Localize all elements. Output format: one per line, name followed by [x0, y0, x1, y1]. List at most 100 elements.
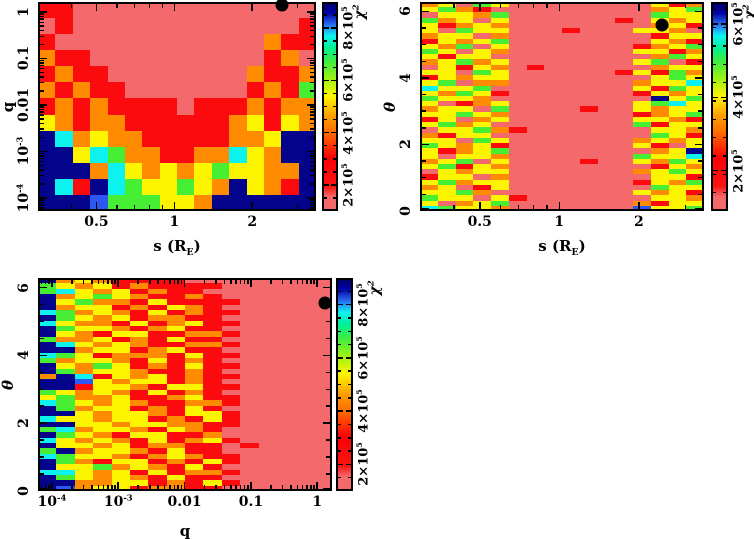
- heatmap-cell: [597, 69, 616, 76]
- y-minor-tick: [40, 155, 44, 157]
- heatmap-cell: [686, 153, 704, 159]
- heatmap-cell: [508, 143, 527, 149]
- heatmap-cell: [221, 357, 241, 364]
- colorbar-minor-tick: [723, 155, 726, 157]
- x-minor-tick: [235, 280, 237, 284]
- heatmap-cell: [313, 373, 332, 380]
- heatmap-cell: [491, 49, 509, 55]
- heatmap-cell: [420, 148, 438, 154]
- heatmap-cell: [221, 464, 241, 470]
- heatmap-cell: [148, 475, 167, 481]
- heatmap-cell: [508, 200, 527, 206]
- x-minor-tick: [40, 485, 43, 489]
- x-minor-tick: [137, 485, 139, 489]
- heatmap-cell: [650, 69, 669, 76]
- heatmap-cell: [124, 178, 143, 195]
- heatmap-cell: [111, 469, 130, 476]
- heatmap-cell: [148, 437, 167, 444]
- heatmap-cell: [597, 153, 616, 159]
- heatmap-cell: [276, 357, 296, 364]
- x-minor-tick: [161, 4, 164, 8]
- heatmap-cell: [74, 325, 94, 332]
- heatmap-cell: [686, 143, 704, 149]
- heatmap-cell: [597, 75, 616, 81]
- heatmap-cell: [615, 111, 633, 117]
- heatmap-cell: [159, 82, 177, 99]
- x-minor-tick: [148, 205, 151, 209]
- heatmap-cell: [650, 137, 669, 144]
- heatmap-cell: [203, 368, 222, 374]
- superscript: 5: [340, 163, 350, 169]
- heatmap-cell: [686, 190, 704, 196]
- heatmap-cell: [142, 98, 160, 115]
- heatmap-cell: [166, 347, 185, 353]
- heatmap-cell: [508, 7, 527, 13]
- heatmap-cell: [159, 130, 177, 147]
- heatmap-cell: [55, 162, 73, 179]
- heatmap-cell: [276, 379, 296, 385]
- heatmap-cell: [313, 379, 332, 385]
- y-axis-title: q: [0, 101, 17, 112]
- heatmap-cell: [221, 475, 241, 481]
- heatmap-cell: [129, 427, 149, 433]
- heatmap-cell: [562, 33, 580, 39]
- heatmap-cell: [56, 288, 75, 294]
- colorbar-minor-tick: [713, 173, 716, 176]
- heatmap-cell: [111, 315, 130, 321]
- heatmap-cell: [313, 469, 332, 476]
- heatmap-cell: [221, 309, 241, 316]
- heatmap-cell: [166, 432, 185, 438]
- x-minor-tick: [82, 280, 85, 284]
- heatmap-cell: [177, 34, 195, 51]
- y-tick: [695, 77, 702, 79]
- heatmap-cell: [455, 96, 474, 102]
- heatmap-cell: [129, 315, 149, 321]
- heatmap-cell: [111, 357, 130, 364]
- heatmap-cell: [544, 116, 562, 123]
- heatmap-cell: [185, 469, 204, 476]
- heatmap-cell: [313, 288, 332, 294]
- heatmap-cell: [203, 480, 222, 486]
- heatmap-cell: [295, 384, 314, 390]
- heatmap-cell: [615, 179, 633, 185]
- y-tick: [323, 422, 330, 424]
- heatmap-cell: [668, 127, 687, 133]
- x-minor-tick: [40, 280, 43, 284]
- heatmap-cell: [526, 64, 545, 70]
- y-tick: [40, 354, 47, 357]
- x-tick: [250, 482, 252, 489]
- x-minor-tick: [177, 485, 179, 489]
- heatmap-cell: [650, 205, 669, 211]
- heatmap-cell: [159, 66, 177, 83]
- x-tick: [51, 482, 53, 489]
- y-tick: [422, 77, 429, 79]
- heatmap-cell: [473, 64, 491, 70]
- heatmap-cell: [313, 475, 332, 481]
- heatmap-cell: [650, 64, 669, 70]
- heatmap-cell: [74, 352, 94, 358]
- heatmap-cell: [295, 453, 314, 460]
- heatmap-cell: [166, 421, 185, 428]
- heatmap-cell: [142, 34, 160, 51]
- heatmap-cell: [491, 143, 509, 149]
- heatmap-cell: [203, 459, 222, 465]
- y-minor-tick: [310, 81, 314, 84]
- heatmap-cell: [526, 200, 545, 206]
- colorbar-minor-tick: [713, 26, 716, 29]
- heatmap-cell: [166, 453, 185, 460]
- heatmap-cell: [526, 69, 545, 76]
- x-tick-label: 10-4: [37, 492, 67, 510]
- heatmap-cell: [185, 304, 204, 310]
- heatmap-cell: [221, 304, 241, 310]
- heatmap-cell: [455, 116, 474, 123]
- heatmap-cell: [55, 194, 73, 211]
- heatmap-cell: [455, 158, 474, 164]
- heatmap-cell: [650, 43, 669, 50]
- x-minor-tick: [148, 4, 151, 8]
- heatmap-cell: [313, 368, 332, 374]
- heatmap-cell: [562, 17, 580, 23]
- colorbar-tick: [346, 303, 351, 306]
- heatmap-cell: [185, 464, 204, 470]
- heatmap-cell: [526, 106, 545, 112]
- heatmap-cell: [74, 347, 94, 353]
